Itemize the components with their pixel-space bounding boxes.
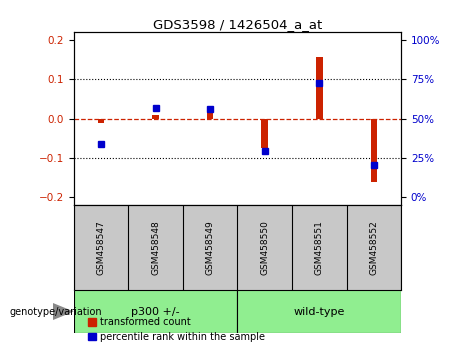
Text: GSM458551: GSM458551 <box>315 220 324 275</box>
Text: genotype/variation: genotype/variation <box>9 307 102 316</box>
Text: p300 +/-: p300 +/- <box>131 307 180 316</box>
Bar <box>261 119 268 148</box>
Bar <box>74 290 237 333</box>
Legend: transformed count, percentile rank within the sample: transformed count, percentile rank withi… <box>88 317 266 342</box>
Polygon shape <box>53 303 74 320</box>
Bar <box>237 290 401 333</box>
Bar <box>98 119 104 123</box>
Text: GSM458548: GSM458548 <box>151 221 160 275</box>
Bar <box>371 119 377 182</box>
Bar <box>152 115 159 119</box>
Title: GDS3598 / 1426504_a_at: GDS3598 / 1426504_a_at <box>153 18 322 31</box>
Bar <box>316 57 323 119</box>
Bar <box>207 107 213 119</box>
Text: GSM458547: GSM458547 <box>96 221 106 275</box>
Text: GSM458550: GSM458550 <box>260 220 269 275</box>
Text: GSM458549: GSM458549 <box>206 221 215 275</box>
Text: wild-type: wild-type <box>294 307 345 316</box>
Text: GSM458552: GSM458552 <box>369 221 378 275</box>
